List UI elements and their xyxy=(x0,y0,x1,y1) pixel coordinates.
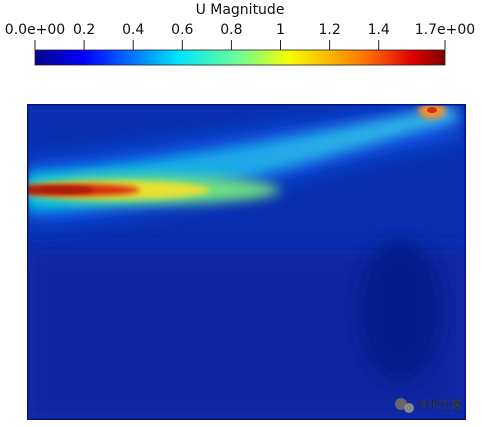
tick-label: 1 xyxy=(276,22,285,38)
tick-label: 1.4 xyxy=(368,22,390,38)
velocity-field xyxy=(27,104,466,420)
tick-label: 1.2 xyxy=(318,22,340,38)
colorbar-ticks: 0.0e+00 0.2 0.4 0.6 0.8 1 1.2 1.4 1.7e+00 xyxy=(5,22,475,50)
tick-label: 0.0e+00 xyxy=(5,22,65,38)
tick-label: 0.2 xyxy=(73,22,95,38)
colorbar-title: U Magnitude xyxy=(196,2,285,18)
colorbar xyxy=(34,49,446,66)
tick-label: 0.4 xyxy=(122,22,144,38)
watermark: CFD之道 xyxy=(395,397,462,413)
watermark-text: CFD之道 xyxy=(417,397,461,411)
tick-label: 1.7e+00 xyxy=(415,22,475,38)
tick-label: 0.8 xyxy=(220,22,242,38)
tick-label: 0.6 xyxy=(171,22,193,38)
